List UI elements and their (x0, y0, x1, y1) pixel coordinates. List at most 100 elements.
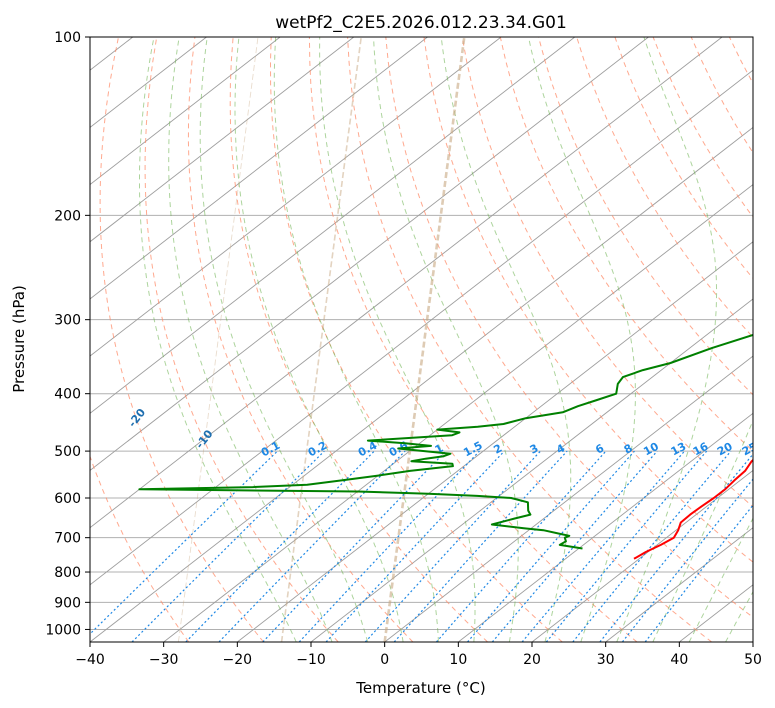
x-axis-ticks: −40 −30 −20 −10 0 10 20 30 40 50 (75, 642, 762, 668)
dry-adiabat (347, 37, 713, 642)
mixing-ratio-line (491, 450, 658, 642)
y-axis-ticks: 100 200 300 400 500 600 700 800 900 1000 (45, 30, 90, 638)
x-tick-label: −30 (149, 652, 179, 668)
mixing-ratio-label: 1 (433, 442, 446, 457)
isotherms (0, 37, 753, 642)
x-tick-label: −40 (75, 652, 105, 668)
isotherm (90, 37, 355, 243)
y-tick-label: 500 (54, 444, 81, 460)
moist-adiabat-label: 30 (764, 552, 775, 572)
mixing-ratio-line (364, 450, 541, 642)
mixing-ratio-label: 0.2 (306, 439, 329, 460)
mixing-ratio-line (621, 478, 753, 642)
mixing-ratio-label: 3 (528, 442, 541, 457)
mixing-ratio-line (393, 450, 568, 642)
mixing-ratio-label: 16 (691, 440, 711, 459)
moist-adiabat (319, 37, 476, 642)
dewpoint-profile (138, 333, 753, 550)
y-tick-label: 300 (54, 313, 81, 329)
mixing-ratio-line (467, 450, 635, 642)
moist-adiabat (688, 517, 753, 642)
moist-adiabat (373, 37, 519, 642)
dry-adiabat (308, 37, 638, 642)
moist-adiabat (440, 37, 572, 642)
mixing-ratio-label: 1.5 (461, 439, 484, 460)
mixing-ratio-label: 25 (740, 440, 760, 459)
moist-adiabat (199, 37, 369, 642)
mixing-ratio-line (185, 450, 375, 642)
x-tick-label: 20 (523, 652, 541, 668)
y-tick-label: 200 (54, 208, 81, 224)
y-tick-label: 700 (54, 531, 81, 547)
mixing-ratio-line (262, 450, 447, 642)
moist-adiabat (652, 419, 753, 642)
isotherm (531, 469, 753, 642)
dry-adiabat (229, 37, 488, 642)
isotherm (605, 527, 753, 642)
dry-adiabat (99, 37, 264, 642)
plot-area: 0.10.20.40.611.52346810131620253036-100-… (0, 37, 775, 642)
dry-adiabat (690, 37, 753, 154)
mixing-ratio-label: 2 (491, 442, 504, 457)
reference-curve (383, 37, 466, 642)
moist-adiabat (528, 37, 636, 642)
mixing-ratio-label: 0.1 (259, 439, 282, 460)
mixing-ratio-line (218, 450, 406, 642)
y-tick-label: 600 (54, 491, 81, 507)
mixing-ratio-line (325, 450, 505, 642)
y-tick-label: 900 (54, 595, 81, 611)
isotherm (458, 412, 753, 642)
isotherm (90, 37, 649, 472)
chart-title: wetPf2_C2E5.2026.012.23.34.G01 (275, 13, 567, 33)
mixing-ratio-label: 6 (593, 441, 606, 456)
mixing-ratio-line (572, 450, 732, 642)
isotherm (90, 37, 428, 300)
isotherm (90, 69, 753, 586)
isotherm (679, 584, 753, 642)
temperature-profile (633, 458, 753, 560)
dry-adiabat (576, 37, 753, 339)
isotherm (384, 355, 753, 642)
reference-curve (177, 37, 259, 642)
dry-adiabat (187, 37, 414, 642)
x-tick-label: 40 (670, 652, 688, 668)
isotherm (90, 37, 502, 357)
mixing-ratio-line (435, 450, 607, 642)
x-tick-label: 30 (597, 652, 615, 668)
mixing-ratio-line (90, 450, 278, 635)
x-axis-label: Temperature (°C) (355, 679, 485, 697)
moist-adiabat (234, 37, 404, 642)
y-tick-label: 1000 (45, 622, 81, 638)
y-axis-label: Pressure (hPa) (10, 285, 28, 393)
dry-adiabat (768, 37, 775, 642)
y-tick-label: 100 (54, 30, 81, 46)
mixing-ratio-label: 20 (715, 440, 735, 459)
moist-adiabat-label: 40 (753, 579, 773, 599)
x-tick-label: −10 (296, 652, 326, 668)
isotherm (90, 37, 723, 529)
isotherm (0, 37, 59, 642)
isotherm (90, 37, 207, 128)
dry-adiabat (144, 37, 339, 642)
mixing-ratio-lines (90, 450, 753, 642)
dry-adiabat (461, 37, 753, 508)
moist-adiabat (725, 590, 753, 642)
isotherm (90, 37, 281, 186)
y-tick-label: 800 (54, 565, 81, 581)
mixing-ratio-line (131, 450, 325, 642)
isotherm (90, 126, 753, 642)
pressure-gridlines (90, 37, 753, 630)
isotherm (310, 298, 753, 642)
mixing-ratio-label: 10 (641, 440, 661, 459)
dry-adiabat-label: -20 (126, 406, 149, 430)
guide-labels: 0.10.20.40.611.52346810131620253036-100-… (126, 406, 775, 599)
mixing-ratio-label: 13 (669, 440, 689, 459)
dry-adiabat (90, 454, 190, 642)
mixing-ratio-line (644, 504, 753, 642)
x-tick-label: 50 (744, 652, 762, 668)
x-tick-label: 0 (380, 652, 389, 668)
isotherm (752, 641, 753, 642)
profiles (138, 333, 753, 560)
isotherm (237, 241, 753, 642)
